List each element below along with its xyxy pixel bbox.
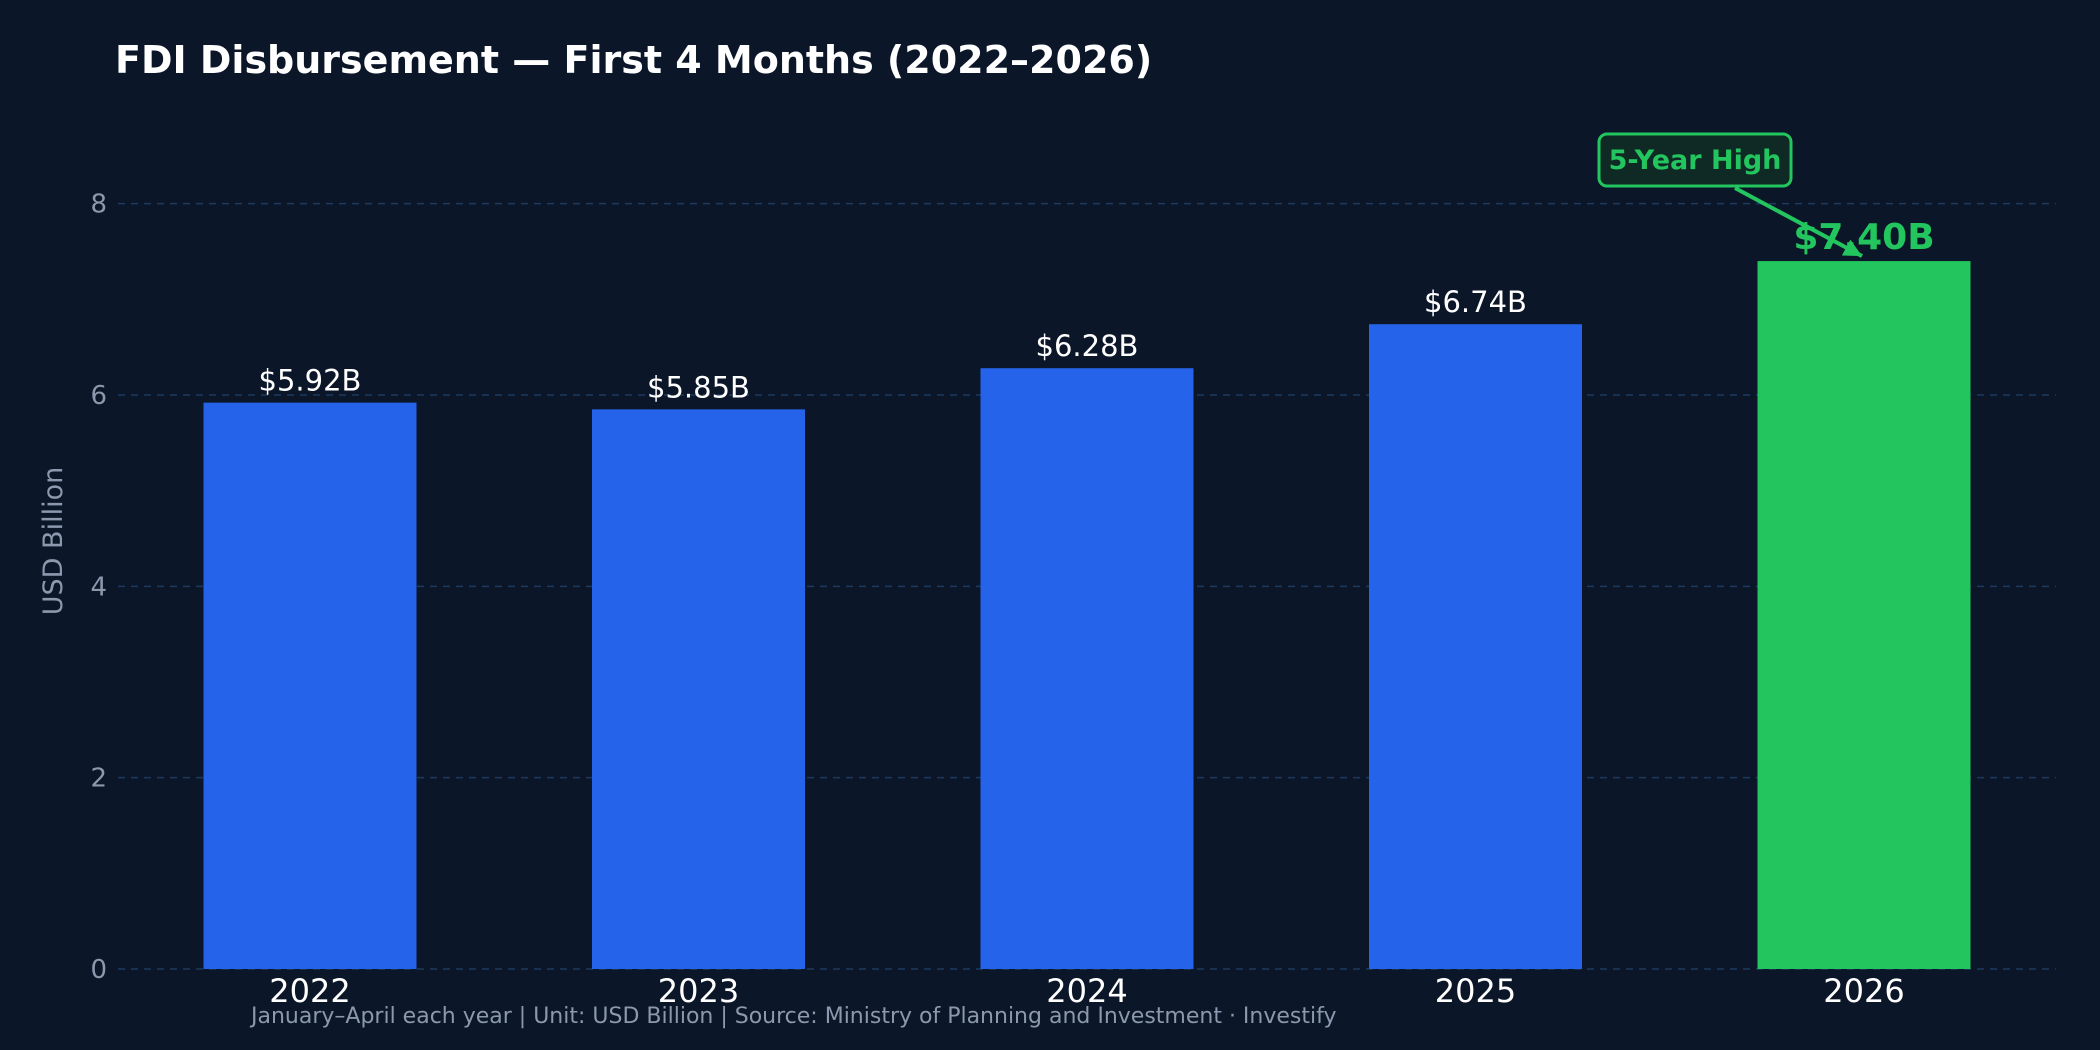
x-tick-label-2022: 2022: [269, 972, 350, 1010]
y-tick-label: 0: [90, 955, 107, 985]
value-label-2024: $6.28B: [1036, 329, 1139, 363]
value-label-2026: $7.40B: [1793, 217, 1934, 258]
chart-title: FDI Disbursement — First 4 Months (2022–…: [115, 38, 1152, 82]
bar-2024: [980, 368, 1194, 969]
annotation: 5-Year High: [1597, 132, 1863, 258]
x-axis-ticks: 2022 2023 2024 2025 2026: [269, 972, 1904, 1010]
bars: [203, 261, 1971, 970]
x-tick-label-2025: 2025: [1435, 972, 1516, 1010]
value-label-2022: $5.92B: [259, 364, 362, 398]
y-axis-ticks: 0 2 4 6 8: [90, 190, 107, 985]
x-tick-label-2023: 2023: [658, 972, 739, 1010]
bar-2026: [1757, 261, 1971, 970]
annotation-label: 5-Year High: [1609, 145, 1782, 176]
value-labels: $5.92B $5.85B $6.28B $6.74B $7.40B: [259, 217, 1935, 404]
value-label-2025: $6.74B: [1424, 285, 1527, 319]
y-tick-label: 2: [90, 764, 107, 794]
annotation-arrow-head: [1841, 239, 1862, 257]
x-tick-label-2024: 2024: [1046, 972, 1127, 1010]
bar-2023: [592, 409, 805, 970]
chart-footer: January–April each year | Unit: USD Bill…: [249, 1004, 1337, 1029]
bar-2022: [203, 402, 417, 969]
annotation-box: [1597, 132, 1793, 188]
y-tick-label: 4: [90, 572, 107, 602]
bar-2025: [1369, 324, 1582, 969]
x-tick-label-2026: 2026: [1823, 972, 1904, 1010]
value-label-2023: $5.85B: [647, 370, 750, 404]
annotation-arrow-line: [1734, 186, 1863, 258]
y-tick-label: 8: [90, 190, 107, 220]
y-axis-label: USD Billion: [38, 467, 69, 615]
y-tick-label: 6: [90, 381, 107, 411]
